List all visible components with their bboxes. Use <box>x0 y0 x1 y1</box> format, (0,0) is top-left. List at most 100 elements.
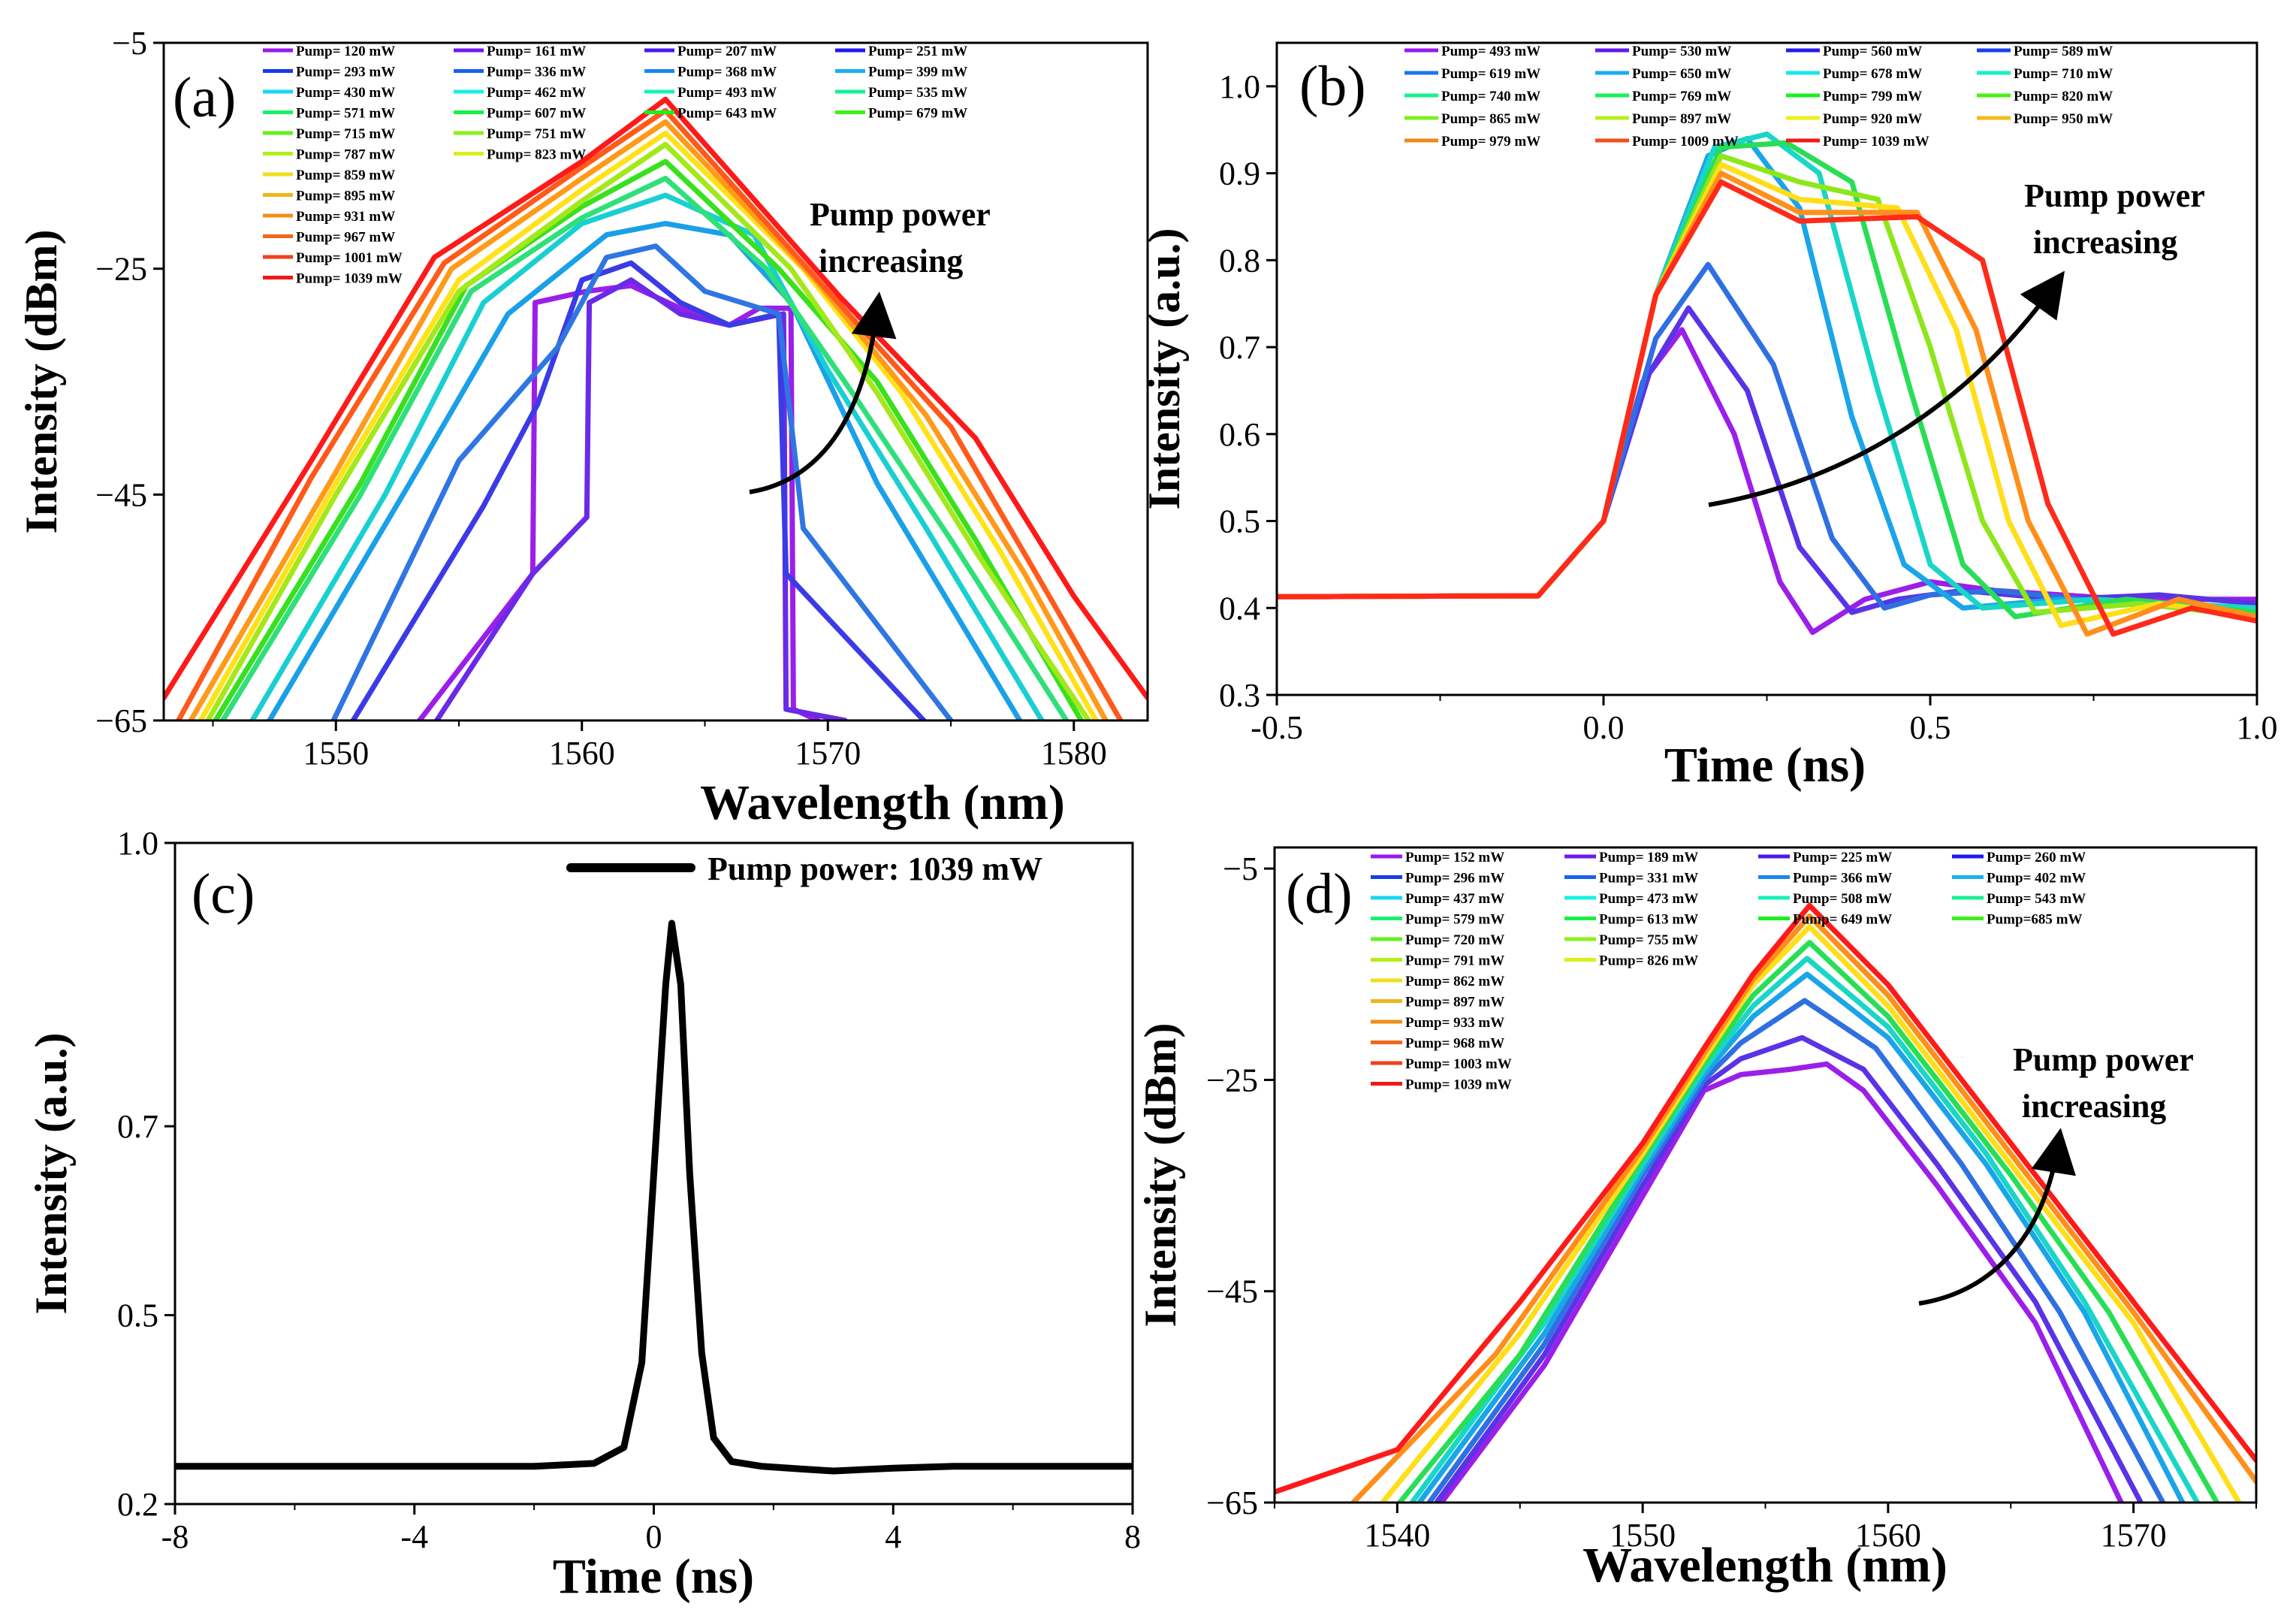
panel-label: (c) <box>192 862 255 926</box>
legend-entry: Pump= 1039 mW <box>1405 1077 1512 1093</box>
annotation-text: increasing <box>819 243 963 279</box>
legend-entry: Pump= 679 mW <box>868 106 967 122</box>
series-line-1 <box>1434 1035 2144 1503</box>
legend-entry: Pump= 225 mW <box>1793 850 1892 865</box>
x-axis-title: Wavelength (nm) <box>700 775 1065 830</box>
x-tick-label: 0 <box>646 1518 662 1555</box>
legend-entry: Pump= 152 mW <box>1405 850 1504 865</box>
series-line-0 <box>1438 1061 2124 1503</box>
x-tick-label: 1560 <box>549 735 615 772</box>
y-axis-title: Intensity (a.u.) <box>26 1032 76 1314</box>
x-tick-label: -4 <box>400 1518 428 1555</box>
legend-entry: Pump= 1039 mW <box>1823 134 1929 150</box>
panel-label: (a) <box>173 66 236 129</box>
series-line-10 <box>188 119 1109 720</box>
y-tick-label: 0.9 <box>1219 156 1260 192</box>
legend-entry: Pump= 293 mW <box>296 65 395 80</box>
legend-entry: Pump= 715 mW <box>296 126 395 142</box>
panel-d: 1540 1550 1560 1570 −65 −45 −25 −5 Wavelength (n… <box>1136 846 2258 1593</box>
legend-entry: Pump= 968 mW <box>1405 1036 1504 1052</box>
series-line-5 <box>249 192 1045 720</box>
x-tick-label: 8 <box>1124 1518 1141 1555</box>
legend-entry: Pump= 473 mW <box>1599 891 1698 907</box>
legend: Pump= 120 mW Pump= 161 mW Pump= 207 mW Pump… <box>263 44 967 287</box>
y-axis-title: Intensity (dBm) <box>1136 1022 1185 1327</box>
legend-entry: Pump= 755 mW <box>1599 932 1698 948</box>
series-line-5 <box>1397 940 2220 1503</box>
legend-entry: Pump= 560 mW <box>1823 44 1922 59</box>
annotation-text: Pump power <box>810 196 991 233</box>
legend-entry: Pump= 740 mW <box>1441 89 1540 104</box>
legend-entry: Pump= 543 mW <box>1987 891 2086 907</box>
legend-entry: Pump= 769 mW <box>1632 89 1731 104</box>
trend-arrow <box>1708 270 2065 507</box>
legend-entry: Pump= 430 mW <box>296 85 395 101</box>
legend-entry: Pump= 933 mW <box>1405 1015 1504 1031</box>
legend-entry: Pump= 895 mW <box>296 189 395 204</box>
y-tick-label: 0.2 <box>117 1486 158 1523</box>
legend-entry: Pump= 823 mW <box>487 147 586 163</box>
series-line-0 <box>175 920 1133 1475</box>
legend-entry: Pump= 979 mW <box>1441 134 1540 150</box>
x-tick-label: 1550 <box>1610 1517 1676 1554</box>
x-tick-label: 1550 <box>303 735 369 772</box>
legend-entry: Pump= 535 mW <box>868 85 967 101</box>
legend-entry: Pump= 643 mW <box>677 106 777 122</box>
legend-entry: Pump= 571 mW <box>296 106 395 122</box>
panel-c: -8 -4 0 4 8 0.2 0.5 0.7 1.0 Time (ns) Intensity (a… <box>26 825 1141 1604</box>
legend-entry: Pump= 589 mW <box>2014 44 2113 59</box>
annotation-text: increasing <box>2022 1088 2166 1125</box>
legend-entry: Pump= 862 mW <box>1405 974 1504 989</box>
y-tick-label: 0.6 <box>1219 416 1260 453</box>
legend-entry: Pump= 508 mW <box>1793 891 1892 907</box>
legend-entry: Pump= 931 mW <box>296 209 395 225</box>
series-line-9 <box>1277 179 2257 637</box>
panel-label: (d) <box>1286 862 1353 926</box>
legend-entry: Pump= 720 mW <box>1405 932 1504 948</box>
legend: Pump= 152 mW Pump= 189 mW Pump= 225 mW Pump… <box>1371 850 2086 1093</box>
annotation-text: Pump power <box>2013 1041 2194 1078</box>
legend-entry: Pump= 368 mW <box>677 65 777 80</box>
series-line-3 <box>1417 971 2186 1503</box>
series-line-2 <box>1277 261 2257 611</box>
y-tick-label: 0.7 <box>117 1108 158 1145</box>
y-tick-label: −25 <box>95 251 147 288</box>
legend-entry: Pump= 650 mW <box>1632 66 1731 82</box>
series-line-0 <box>1277 327 2257 636</box>
legend: Pump power: 1039 mW <box>566 850 1042 887</box>
series-line-2 <box>350 260 927 720</box>
x-tick-label: -8 <box>161 1518 189 1555</box>
panel-b: -0.5 0.0 0.5 1.0 0.3 0.4 0.5 0.6 0.7 0.8 0.9 1.0 Tim… <box>1139 41 2278 793</box>
legend-entry: Pump= 791 mW <box>1405 953 1504 969</box>
y-tick-label: 1.0 <box>1219 68 1260 105</box>
x-tick-label: 1560 <box>1855 1517 1921 1554</box>
legend-entry: Pump= 260 mW <box>1987 850 2086 865</box>
legend-entry: Pump= 897 mW <box>1632 111 1731 127</box>
legend-entry: Pump= 649 mW <box>1793 912 1892 928</box>
series-group <box>164 96 1148 720</box>
legend-entry: Pump= 296 mW <box>1405 871 1504 887</box>
x-tick-label: 1570 <box>2101 1517 2167 1554</box>
legend-entry: Pump=685 mW <box>1987 912 2082 928</box>
y-axis-title: Intensity (a.u.) <box>1139 228 1189 509</box>
x-tick-label: -0.5 <box>1251 709 1303 746</box>
series-line-7 <box>213 159 1085 720</box>
series-line-8 <box>1275 902 2256 1495</box>
series-line-9 <box>198 130 1099 720</box>
panel-label: (b) <box>1299 55 1366 118</box>
y-tick-label: −5 <box>1223 850 1258 887</box>
series-group <box>1277 131 2257 637</box>
legend-entry: Pump power: 1039 mW <box>708 850 1042 887</box>
y-tick-label: 0.5 <box>117 1297 158 1334</box>
legend-entry: Pump= 189 mW <box>1599 850 1698 865</box>
legend-entry: Pump= 950 mW <box>2014 111 2113 127</box>
x-tick-label: 1.0 <box>2237 709 2278 746</box>
annotation-text: Pump power <box>2024 177 2205 214</box>
legend-entry: Pump= 437 mW <box>1405 891 1504 907</box>
x-tick-label: 4 <box>885 1518 901 1555</box>
panel-a: 1550 1560 1570 1580 −65 −45 −25 −5 Wavelength (n… <box>17 25 1149 830</box>
legend-entry: Pump= 787 mW <box>296 147 395 163</box>
y-tick-label: −65 <box>95 702 147 739</box>
legend-entry: Pump= 161 mW <box>487 44 586 59</box>
x-axis-title: Time (ns) <box>1664 738 1866 793</box>
